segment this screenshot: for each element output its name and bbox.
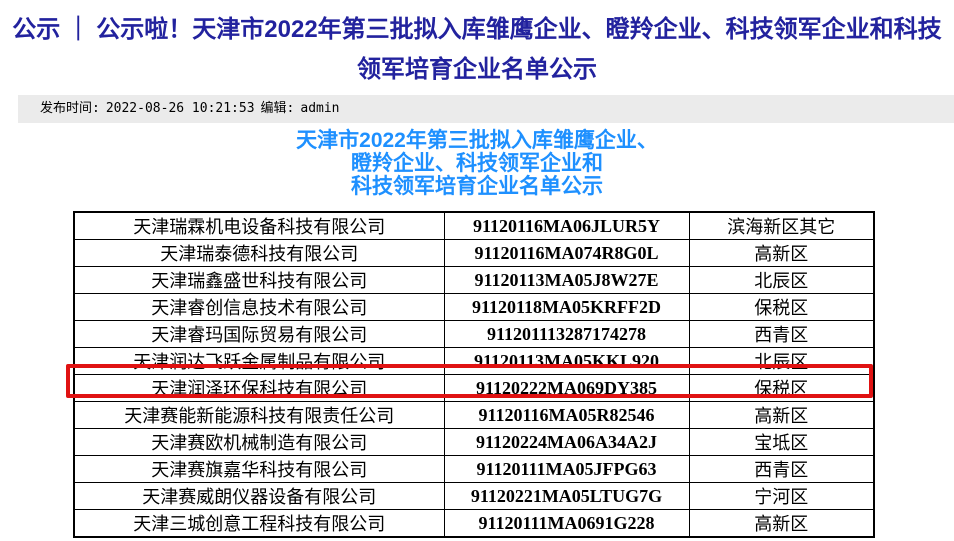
district-cell: 宝坻区 [688,428,875,456]
table-row: 天津三城创意工程科技有限公司 91120111MA0691G228 高新区 [73,509,875,538]
company-name-cell: 天津赛能新能源科技有限责任公司 [73,401,445,429]
district-cell: 保税区 [688,293,875,321]
title-rest: 公示啦！天津市2022年第三批拟入库雏鹰企业、瞪羚企业、科技领军企业和科技 [96,16,942,43]
credit-code-cell: 91120116MA05R82546 [443,401,690,429]
district-cell: 宁河区 [688,482,875,510]
company-name-cell: 天津赛欧机械制造有限公司 [73,428,445,456]
credit-code-cell: 91120113MA05KKL920 [443,347,690,375]
district-cell: 北辰区 [688,347,875,375]
credit-code-cell: 91120111MA0691G228 [443,509,690,538]
companies-table-wrap: 天津瑞霖机电设备科技有限公司 91120116MA06JLUR5Y 滨海新区其它… [66,211,875,538]
table-row: 天津赛欧机械制造有限公司 91120224MA06A34A2J 宝坻区 [73,428,875,456]
credit-code-cell: 91120116MA074R8G0L [443,239,690,267]
table-row: 天津瑞霖机电设备科技有限公司 91120116MA06JLUR5Y 滨海新区其它 [73,211,875,240]
title-divider: ｜ [66,16,91,43]
subtitle-line-3: 科技领军培育企业名单公示 [351,175,603,198]
announcement-subtitle: 天津市2022年第三批拟入库雏鹰企业、 瞪羚企业、科技领军企业和 科技领军培育企… [0,129,954,198]
table-row: 天津赛能新能源科技有限责任公司 91120116MA05R82546 高新区 [73,401,875,429]
title-prefix: 公示 [12,16,61,43]
subtitle-line-2: 瞪羚企业、科技领军企业和 [351,152,603,175]
company-name-cell: 天津瑞鑫盛世科技有限公司 [73,266,445,294]
table-row: 天津润达飞跃金属制品有限公司 91120113MA05KKL920 北辰区 [73,347,875,375]
credit-code-cell: 911201113287174278 [443,320,690,348]
table-row: 天津赛威朗仪器设备有限公司 91120221MA05LTUG7G 宁河区 [73,482,875,510]
table-row: 天津睿玛国际贸易有限公司 911201113287174278 西青区 [73,320,875,348]
credit-code-cell: 91120116MA06JLUR5Y [443,211,690,240]
table-row-highlighted: 天津润泽环保科技有限公司 91120222MA069DY385 保税区 [73,374,875,402]
publish-time-value: 2022-08-26 10:21:53 [105,101,255,116]
district-cell: 高新区 [688,239,875,267]
credit-code-cell: 91120111MA05JFPG63 [443,455,690,483]
credit-code-cell: 91120118MA05KRFF2D [443,293,690,321]
district-cell: 高新区 [688,509,875,538]
company-name-cell: 天津瑞泰德科技有限公司 [73,239,445,267]
company-name-cell: 天津三城创意工程科技有限公司 [73,509,445,538]
district-cell: 高新区 [688,401,875,429]
company-name-cell: 天津赛威朗仪器设备有限公司 [73,482,445,510]
company-name-cell: 天津睿创信息技术有限公司 [73,293,445,321]
credit-code-cell: 91120113MA05J8W27E [443,266,690,294]
companies-table: 天津瑞霖机电设备科技有限公司 91120116MA06JLUR5Y 滨海新区其它… [73,211,875,538]
company-name-cell: 天津睿玛国际贸易有限公司 [73,320,445,348]
district-cell: 滨海新区其它 [688,211,875,240]
editor-label: 编辑: [260,101,295,116]
credit-code-cell: 91120224MA06A34A2J [443,428,690,456]
table-row: 天津瑞鑫盛世科技有限公司 91120113MA05J8W27E 北辰区 [73,266,875,294]
district-cell: 保税区 [688,374,875,402]
page-title-line2: 领军培育企业名单公示 [357,56,597,83]
company-name-cell: 天津润达飞跃金属制品有限公司 [73,347,445,375]
editor-value: admin [300,101,340,116]
table-row: 天津睿创信息技术有限公司 91120118MA05KRFF2D 保税区 [73,293,875,321]
table-row: 天津瑞泰德科技有限公司 91120116MA074R8G0L 高新区 [73,239,875,267]
table-row: 天津赛旗嘉华科技有限公司 91120111MA05JFPG63 西青区 [73,455,875,483]
company-name-cell: 天津润泽环保科技有限公司 [73,374,445,402]
subtitle-line-1: 天津市2022年第三批拟入库雏鹰企业、 [296,129,658,152]
publish-time-label: 发布时间: [40,101,100,116]
district-cell: 西青区 [688,320,875,348]
district-cell: 北辰区 [688,266,875,294]
credit-code-cell: 91120222MA069DY385 [443,374,690,402]
district-cell: 西青区 [688,455,875,483]
company-name-cell: 天津赛旗嘉华科技有限公司 [73,455,445,483]
page-title-line1: 公示｜公示啦！天津市2022年第三批拟入库雏鹰企业、瞪羚企业、科技领军企业和科技 [0,10,954,50]
company-name-cell: 天津瑞霖机电设备科技有限公司 [73,211,445,240]
page-title: 公示｜公示啦！天津市2022年第三批拟入库雏鹰企业、瞪羚企业、科技领军企业和科技… [0,10,954,90]
publish-meta-bar: 发布时间: 2022-08-26 10:21:53 编辑: admin [18,95,954,123]
credit-code-cell: 91120221MA05LTUG7G [443,482,690,510]
